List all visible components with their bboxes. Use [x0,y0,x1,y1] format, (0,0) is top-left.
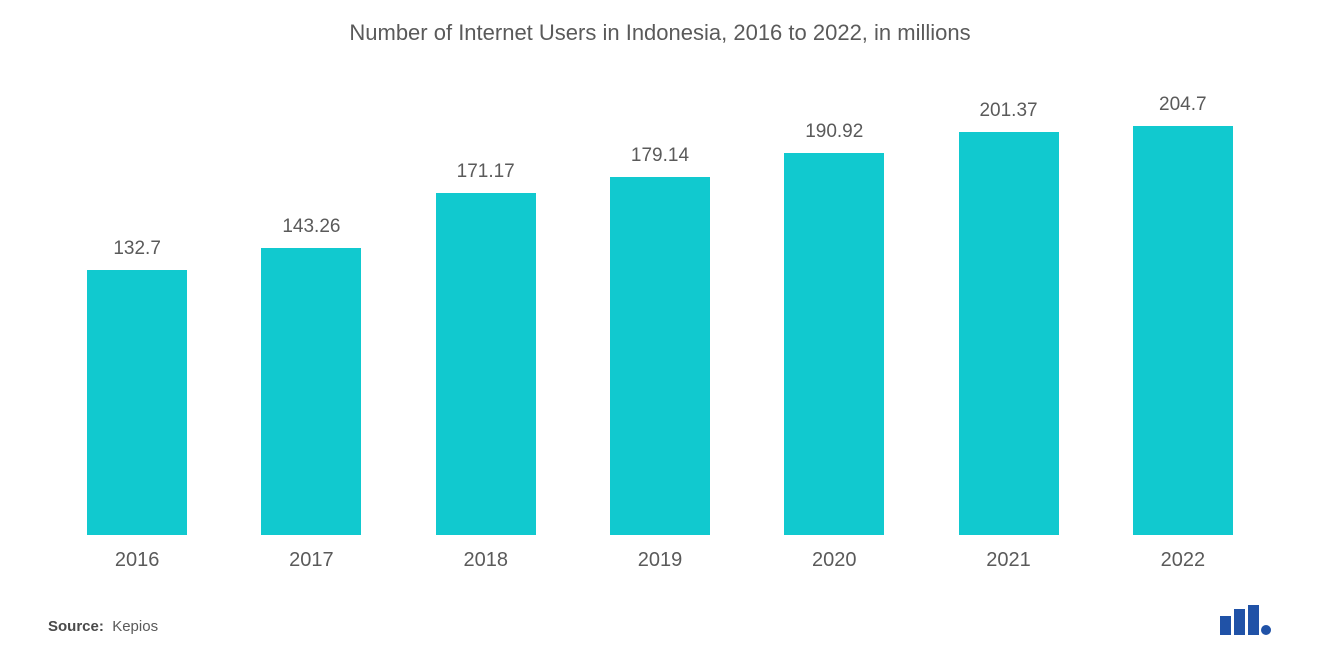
bar-category-label: 2017 [289,549,334,577]
bar-category-label: 2022 [1161,549,1206,577]
plot-area: 132.72016143.262017171.172018179.1420191… [40,56,1280,577]
bar-value-label: 201.37 [979,100,1037,122]
bar [261,248,361,535]
bar-value-label: 132.7 [113,238,161,260]
bar-group: 190.92 2020 [747,56,921,577]
bar [784,153,884,535]
chart-container: Number of Internet Users in Indonesia, 2… [0,0,1320,665]
bar-value-label: 190.92 [805,121,863,143]
chart-title: Number of Internet Users in Indonesia, 2… [40,20,1280,46]
bar [610,177,710,535]
source-attribution: Source: Kepios [48,618,158,635]
bar [87,270,187,535]
bar [1133,126,1233,535]
bar-value-label: 179.14 [631,145,689,167]
chart-footer: Source: Kepios [40,605,1280,635]
source-name: Kepios [112,618,158,635]
bar-category-label: 2020 [812,549,857,577]
bar-group: 132.7 2016 [50,56,224,577]
bar-category-label: 2018 [463,549,508,577]
bar-group: 204.7 2022 [1096,56,1270,577]
bar-group: 171.17 2018 [399,56,573,577]
bar-category-label: 2016 [115,549,160,577]
bar-value-label: 204.7 [1159,94,1207,116]
bar-value-label: 171.17 [457,161,515,183]
source-prefix: Source: [48,618,104,635]
bar-value-label: 143.26 [282,216,340,238]
bar-category-label: 2019 [638,549,683,577]
bar-category-label: 2021 [986,549,1031,577]
bar [959,132,1059,535]
bar [436,193,536,535]
brand-logo [1218,605,1272,635]
bar-group: 143.26 2017 [224,56,398,577]
bar-group: 179.14 2019 [573,56,747,577]
bar-group: 201.37 2021 [921,56,1095,577]
